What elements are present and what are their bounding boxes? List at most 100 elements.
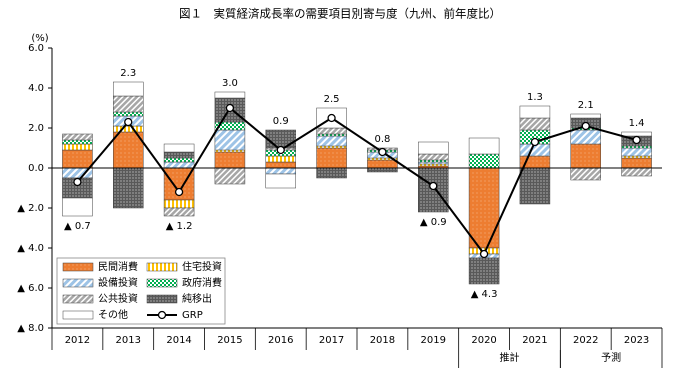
x-tick-label: 2015 (217, 335, 242, 346)
value-label: ▲ 1.2 (166, 221, 193, 232)
grp-marker (530, 137, 540, 147)
y-unit: (%) (31, 33, 48, 44)
bar-segment (621, 155, 652, 159)
bar-segment (316, 167, 347, 179)
y-tick-label: 4.0 (28, 83, 44, 94)
bar-segment (316, 127, 347, 135)
bar-segment (113, 167, 144, 209)
bar-segment (265, 161, 296, 169)
chart-title: 図１ 実質経済成長率の需要項目別寄与度（九州、前年度比） (179, 7, 501, 21)
value-label: ▲ 4.3 (471, 289, 498, 300)
bar-segment (468, 257, 500, 285)
value-label: 0.9 (273, 116, 289, 127)
bar-segment (214, 91, 246, 99)
bar-segment (621, 157, 652, 169)
bar-segment (621, 147, 652, 157)
x-tick-label: 2020 (471, 335, 496, 346)
legend-swatch (146, 278, 178, 288)
legend-swatch (146, 262, 178, 272)
legend-swatch (62, 278, 94, 288)
legend-label: 住宅投資 (182, 260, 222, 273)
bar-segment (316, 133, 347, 137)
grp-marker (479, 249, 489, 259)
bar-segment (265, 155, 296, 163)
bar-segment (316, 135, 347, 147)
bar-segment (621, 167, 652, 177)
x-tick-label: 2016 (268, 335, 293, 346)
x-tick-label: 2013 (116, 335, 141, 346)
y-tick-label: 2.0 (28, 123, 44, 134)
value-label: 2.1 (578, 100, 594, 111)
x-tick-label: 2023 (624, 335, 649, 346)
bar-segment (163, 207, 195, 217)
bar-segment (570, 143, 601, 169)
value-label: ▲ 0.9 (420, 217, 447, 228)
legend-label: GRP (182, 310, 203, 321)
grp-marker (73, 177, 82, 187)
grp-marker (276, 145, 285, 155)
x-tick-label: 2012 (65, 335, 90, 346)
grp-marker (429, 181, 438, 191)
bar-segment (316, 147, 347, 169)
bar-segment (367, 159, 398, 169)
bar-segment (418, 153, 449, 161)
bar-segment (113, 131, 144, 169)
group-label: 予測 (601, 351, 621, 364)
bar-segment (418, 163, 449, 167)
grp-line (76, 106, 637, 256)
bar-segment (468, 137, 500, 155)
bar-segment (214, 151, 246, 169)
bar-segment (62, 139, 93, 145)
bar-segment (519, 105, 551, 119)
legend-swatch (146, 294, 178, 304)
bar-segment (265, 173, 296, 189)
y-tick-label: 0.0 (28, 163, 44, 174)
grp-marker (581, 121, 590, 131)
bar-segment (418, 141, 449, 155)
bar-segment (570, 167, 601, 181)
bar-segment (265, 167, 296, 175)
bar-segment (163, 143, 195, 153)
bar-segment (519, 117, 551, 131)
y-tick-label: ▲ 6.0 (17, 283, 44, 294)
value-label: 1.4 (629, 118, 645, 129)
grp-marker (632, 135, 641, 145)
bar-segment (418, 161, 449, 165)
x-tick-label: 2019 (421, 335, 446, 346)
legend-label: 政府消費 (182, 276, 222, 289)
bar-segment (519, 167, 551, 205)
legend-swatch (62, 310, 94, 320)
value-label: 2.3 (120, 68, 136, 79)
bar-segment (418, 159, 449, 163)
bar-segment (163, 199, 195, 209)
value-label: 2.5 (324, 94, 340, 105)
legend-label: その他 (98, 308, 128, 321)
grp-marker (378, 147, 387, 157)
y-tick-label: 6.0 (28, 43, 44, 54)
value-label: 0.8 (374, 134, 390, 145)
bar-segment (214, 129, 246, 151)
legend-label: 公共投資 (98, 292, 138, 305)
bar-segment (62, 149, 93, 169)
legend-swatch (62, 294, 94, 304)
bar-segment (214, 149, 246, 153)
bar-segment (468, 167, 500, 249)
bar-segment (621, 145, 652, 149)
x-tick-label: 2018 (370, 335, 395, 346)
bar-segment (163, 151, 195, 159)
legend-swatch (62, 262, 94, 272)
bar-segment (62, 197, 93, 217)
bar-segment (367, 167, 398, 173)
bar-segment (62, 133, 93, 141)
value-label: 3.0 (222, 78, 238, 89)
group-label: 推計 (500, 351, 520, 364)
bar-segment (570, 129, 601, 145)
x-tick-label: 2017 (319, 335, 344, 346)
bar-segment (570, 113, 601, 119)
value-label: 1.3 (527, 92, 543, 103)
bar-segment (214, 167, 246, 185)
y-tick-label: ▲ 8.0 (17, 323, 44, 334)
grp-marker (174, 187, 184, 197)
bar-segment (163, 157, 195, 163)
